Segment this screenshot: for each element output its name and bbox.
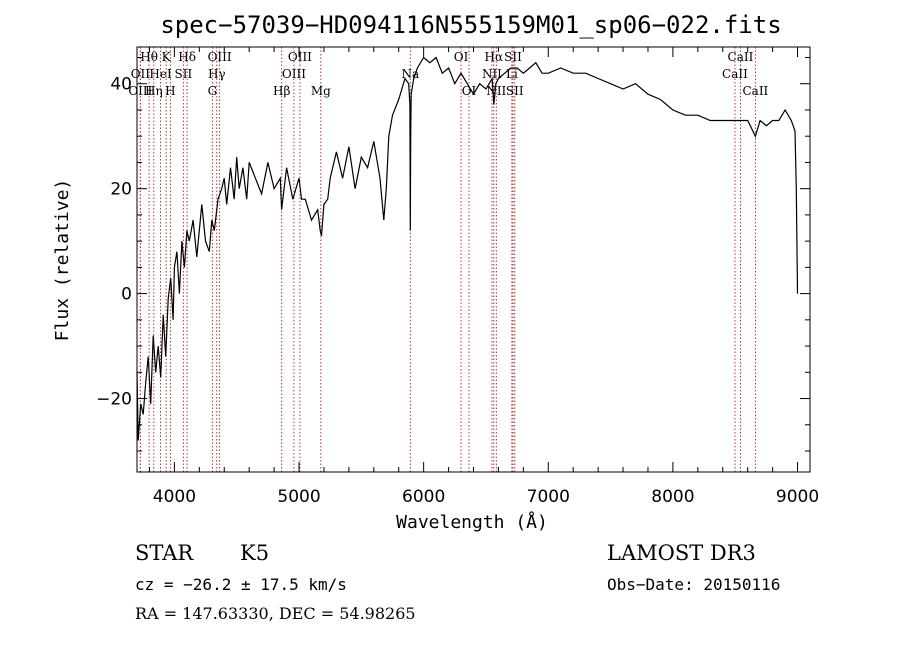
- spectral-line-label: CaII: [728, 50, 754, 64]
- spectral-line-label: CaII: [722, 67, 748, 81]
- spectral-line-label: Li: [506, 67, 518, 81]
- spectral-line-label: K: [162, 50, 172, 64]
- x-tick-label: 5000: [277, 487, 320, 507]
- y-tick-label: 40: [110, 75, 132, 95]
- spectral-line-label: Hθ: [140, 50, 158, 64]
- y-tick-label: −20: [96, 390, 132, 410]
- x-tick-label: 9000: [776, 487, 819, 507]
- object-class: STAR: [135, 541, 194, 565]
- spectral-line-label: SII: [504, 50, 522, 64]
- y-axis-ticks: −20 0 20 40: [96, 56, 810, 452]
- spectral-line-label: Hγ: [208, 67, 226, 81]
- object-subclass: K5: [240, 541, 269, 565]
- spectral-line-label: OII: [131, 67, 151, 81]
- spectral-line-label: SII: [506, 84, 524, 98]
- spectral-line-label: Mg: [311, 84, 331, 98]
- spectral-line-label: Na: [401, 67, 419, 81]
- spectral-line-label: OIII: [208, 50, 232, 64]
- spectral-line-label: Hα: [485, 50, 504, 64]
- redshift-readout: cz = −26.2 ± 17.5 km/s: [135, 575, 347, 594]
- survey-name: LAMOST DR3: [607, 541, 756, 565]
- spectral-line-label: NII: [482, 67, 502, 81]
- spectral-line-label: OI: [454, 50, 469, 64]
- spectral-line-label: H: [165, 84, 175, 98]
- x-axis-label: Wavelength (Å): [396, 511, 548, 533]
- spectral-line-label: Hη: [145, 84, 163, 98]
- spectral-line-label: Hδ: [178, 50, 196, 64]
- spectral-line-label: OIII: [282, 67, 306, 81]
- x-axis-ticks: 4000 5000 6000 7000 8000 9000: [148, 47, 819, 507]
- x-tick-label: 6000: [402, 487, 445, 507]
- x-tick-label: 4000: [153, 487, 196, 507]
- y-tick-label: 20: [110, 180, 132, 200]
- spectral-line-label: OI: [462, 84, 477, 98]
- spectral-line-label: Hβ: [273, 84, 290, 98]
- spectral-line-label: OIII: [128, 84, 152, 98]
- plot-frame: [136, 46, 811, 473]
- x-tick-label: 8000: [651, 487, 694, 507]
- observation-date: Obs−Date: 20150116: [607, 575, 780, 594]
- spectrum-line: [136, 56, 799, 441]
- spectral-line-label: G: [208, 84, 218, 98]
- y-axis-label: Flux (relative): [52, 179, 73, 342]
- spectral-line-label: SII: [175, 67, 193, 81]
- x-tick-label: 7000: [527, 487, 570, 507]
- chart-title: spec−57039−HD094116N555159M01_sp06−022.f…: [160, 11, 781, 39]
- spectral-line-label: OIII: [288, 50, 312, 64]
- spectral-line-markers: [139, 47, 756, 472]
- coordinates-readout: RA = 147.63330, DEC = 54.98265: [135, 604, 416, 623]
- spectral-line-label: NII: [486, 84, 506, 98]
- spectral-line-label: HeI: [149, 67, 172, 81]
- y-tick-label: 0: [121, 285, 132, 305]
- spectral-line-label: CaII: [742, 84, 768, 98]
